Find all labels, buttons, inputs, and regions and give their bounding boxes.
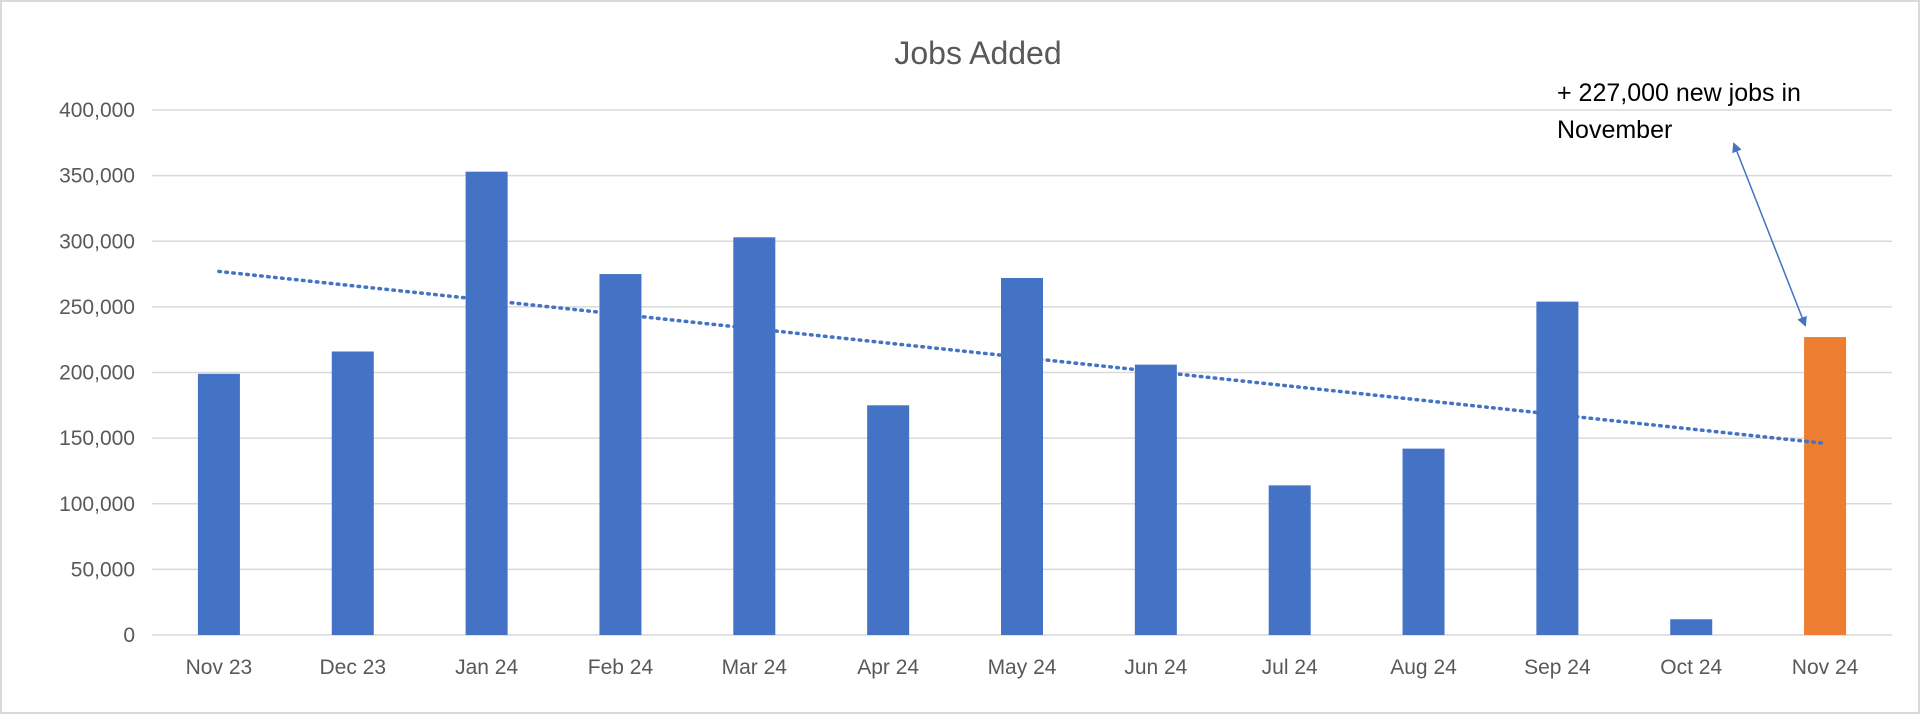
- y-axis-tick-labels: 0 50,000 100,000 150,000 200,000 250,000 300,0…: [59, 99, 135, 647]
- bar-feb-24: [599, 274, 642, 635]
- y-tick-label: 400,000: [59, 99, 135, 122]
- x-tick-label: Apr 24: [857, 656, 919, 679]
- bar-may-24: [1001, 278, 1043, 635]
- x-tick-label: Mar 24: [722, 656, 788, 679]
- x-tick-label: Nov 23: [186, 656, 253, 679]
- bar-series: [197, 171, 1847, 635]
- x-tick-label: Jul 24: [1262, 656, 1318, 679]
- y-tick-label: 50,000: [71, 558, 135, 581]
- bar-jun-24: [1134, 364, 1177, 635]
- bar-jul-24: [1268, 485, 1311, 635]
- x-tick-label: Feb 24: [588, 656, 654, 679]
- bar-nov-23: [197, 373, 240, 635]
- bar-oct-24: [1670, 619, 1713, 635]
- bar-sep-24: [1536, 301, 1579, 635]
- x-tick-label: Aug 24: [1390, 656, 1457, 679]
- bar-dec-23: [331, 351, 374, 635]
- bar-apr-24: [867, 405, 910, 635]
- x-tick-label: Sep 24: [1524, 656, 1591, 679]
- y-tick-label: 200,000: [59, 362, 135, 385]
- y-tick-label: 250,000: [59, 296, 135, 319]
- x-tick-label: Jun 24: [1124, 656, 1187, 679]
- annotation-layer: + 227,000 new jobs in November: [1557, 79, 1807, 327]
- annotation-arrow: [1732, 142, 1807, 327]
- x-tick-label: Oct 24: [1660, 656, 1722, 679]
- annotation-line-1: + 227,000 new jobs in: [1557, 79, 1801, 107]
- x-tick-label: May 24: [988, 656, 1057, 679]
- bar-mar-24: [733, 237, 776, 635]
- bar-aug-24: [1402, 448, 1445, 635]
- chart-title: Jobs Added: [894, 35, 1061, 71]
- bar-jan-24: [465, 171, 508, 635]
- y-tick-label: 150,000: [59, 427, 135, 450]
- x-tick-label: Jan 24: [455, 656, 518, 679]
- annotation-line-2: November: [1557, 116, 1672, 144]
- trendline-layer: [217, 269, 1827, 446]
- bar-nov-24: [1804, 337, 1847, 635]
- x-tick-label: Nov 24: [1792, 656, 1859, 679]
- x-tick-label: Dec 23: [319, 656, 386, 679]
- trendline: [217, 269, 1827, 446]
- y-tick-label: 0: [123, 624, 135, 647]
- x-axis-tick-labels: Nov 23 Dec 23 Jan 24 Feb 24 Mar 24 Apr 24 May …: [186, 656, 1859, 679]
- y-tick-label: 100,000: [59, 493, 135, 516]
- y-tick-label: 350,000: [59, 165, 135, 188]
- y-tick-label: 300,000: [59, 230, 135, 253]
